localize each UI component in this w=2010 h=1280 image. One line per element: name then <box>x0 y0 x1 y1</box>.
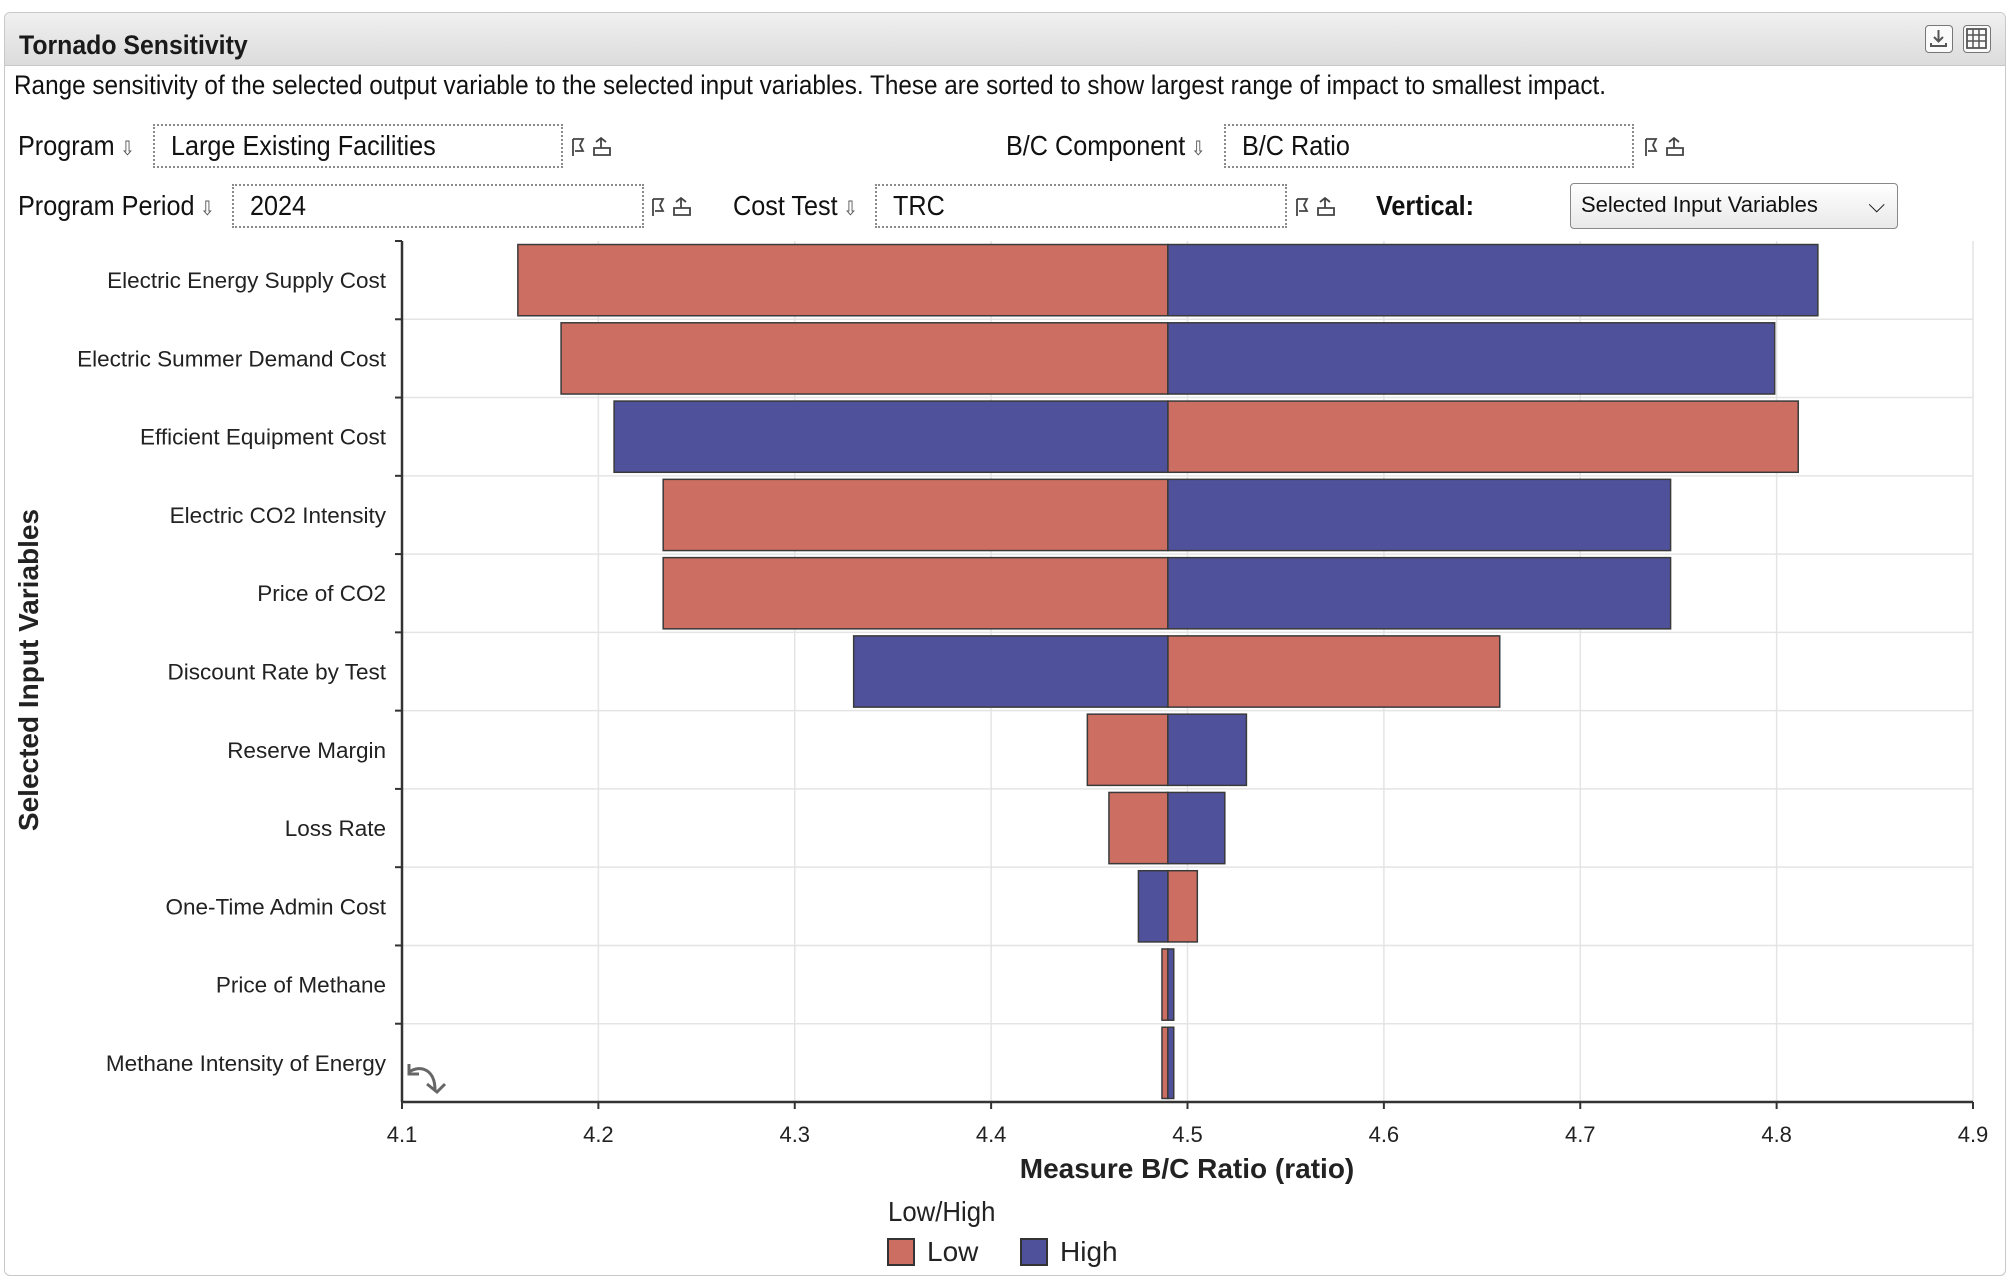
program-field[interactable]: Large Existing Facilities <box>153 124 563 168</box>
legend-swatch-high <box>1020 1238 1048 1266</box>
y-category-label: Methane Intensity of Energy <box>106 1051 387 1076</box>
y-tick-labels: Electric Energy Supply Cost Electric Summ… <box>77 268 387 1076</box>
table-icon[interactable] <box>1963 25 1991 53</box>
reset-zoom-icon[interactable] <box>407 1064 447 1095</box>
x-tick-label: 4.2 <box>583 1122 614 1147</box>
panel-title: Tornado Sensitivity <box>19 30 248 60</box>
x-tick-labels: 4.1 4.2 4.3 4.4 4.5 4.6 4.7 4.8 4.9 <box>387 1122 1989 1147</box>
legend-item-low[interactable]: Low <box>887 1236 978 1268</box>
filter-icons[interactable] <box>1643 136 1689 158</box>
cost-test-field[interactable]: TRC <box>875 184 1287 228</box>
bar-high-10 <box>1167 948 1175 1021</box>
bar-low-1 <box>517 243 1169 317</box>
filter-icons[interactable] <box>570 136 616 158</box>
y-category-label: Loss Rate <box>285 816 386 841</box>
bar-low-4 <box>662 478 1169 552</box>
y-axis-title: Selected Input Variables <box>13 509 44 831</box>
bar-high-9 <box>1137 869 1169 943</box>
bar-high-8 <box>1167 791 1226 865</box>
panel-titlebar: Tornado Sensitivity <box>5 13 2005 66</box>
y-category-label: Price of Methane <box>216 973 386 998</box>
download-icon[interactable] <box>1925 25 1953 53</box>
bar-low-2 <box>560 322 1169 395</box>
vertical-label: Vertical: <box>1376 190 1475 221</box>
bar-low-7 <box>1086 713 1169 787</box>
bar-low-11 <box>1161 1026 1169 1100</box>
y-category-label: Price of CO2 <box>257 581 386 606</box>
x-tick-label: 4.4 <box>976 1122 1007 1147</box>
x-tick-label: 4.1 <box>387 1122 418 1147</box>
y-category-label: Electric Energy Supply Cost <box>107 268 387 293</box>
y-category-label: Electric Summer Demand Cost <box>77 346 387 371</box>
x-axis-title: Measure B/C Ratio (ratio) <box>1020 1153 1355 1184</box>
x-tick-label: 4.7 <box>1565 1122 1596 1147</box>
sort-down-icon[interactable]: ⇩ <box>120 138 136 160</box>
bar-high-7 <box>1167 713 1248 787</box>
chart-axes <box>395 240 1974 1109</box>
chart-bars <box>517 243 1819 1100</box>
legend-label-low: Low <box>927 1236 979 1267</box>
x-tick-label: 4.5 <box>1172 1122 1203 1147</box>
x-tick-label: 4.6 <box>1369 1122 1400 1147</box>
bar-low-3 <box>1167 400 1799 474</box>
bar-high-3 <box>613 400 1169 474</box>
y-category-label: Reserve Margin <box>227 738 386 763</box>
x-tick-label: 4.9 <box>1958 1122 1989 1147</box>
cost-test-label: Cost Test ⇩ <box>733 190 859 221</box>
y-category-label: One-Time Admin Cost <box>166 894 387 919</box>
filter-icons[interactable] <box>1294 196 1340 218</box>
bar-high-1 <box>1167 243 1819 317</box>
filter-icons[interactable] <box>650 196 696 218</box>
y-category-label: Electric CO2 Intensity <box>170 503 387 528</box>
chart-grid <box>401 241 1974 1102</box>
bar-low-9 <box>1167 869 1199 943</box>
panel-description: Range sensitivity of the selected output… <box>14 70 1607 100</box>
legend-label-high: High <box>1060 1236 1118 1267</box>
bar-high-5 <box>1167 556 1672 630</box>
bar-low-5 <box>662 556 1169 630</box>
bar-high-11 <box>1167 1026 1175 1100</box>
sort-down-icon[interactable]: ⇩ <box>842 198 859 220</box>
program-period-field[interactable]: 2024 <box>232 184 644 228</box>
bar-low-8 <box>1108 791 1169 865</box>
x-tick-label: 4.3 <box>779 1122 810 1147</box>
bar-low-6 <box>1167 635 1501 708</box>
sort-down-icon[interactable]: ⇩ <box>199 198 215 220</box>
legend-title: Low/High <box>888 1196 996 1227</box>
program-label: Program ⇩ <box>18 130 136 161</box>
legend-swatch-low <box>887 1238 915 1266</box>
bc-component-field[interactable]: B/C Ratio <box>1224 124 1634 168</box>
bc-component-label: B/C Component ⇩ <box>1006 130 1206 161</box>
chevron-down-icon: ⌵ <box>1868 192 1885 217</box>
bar-low-10 <box>1161 948 1169 1021</box>
legend-item-high[interactable]: High <box>1020 1236 1118 1268</box>
sort-down-icon[interactable]: ⇩ <box>1190 138 1206 160</box>
x-tick-label: 4.8 <box>1761 1122 1792 1147</box>
vertical-select[interactable]: Selected Input Variables ⌵ <box>1570 183 1898 229</box>
program-period-label: Program Period ⇩ <box>18 190 215 221</box>
bar-high-6 <box>852 635 1169 708</box>
y-category-label: Discount Rate by Test <box>168 660 387 685</box>
y-category-label: Efficient Equipment Cost <box>140 425 387 450</box>
bar-high-4 <box>1167 478 1672 552</box>
bar-high-2 <box>1167 322 1776 395</box>
